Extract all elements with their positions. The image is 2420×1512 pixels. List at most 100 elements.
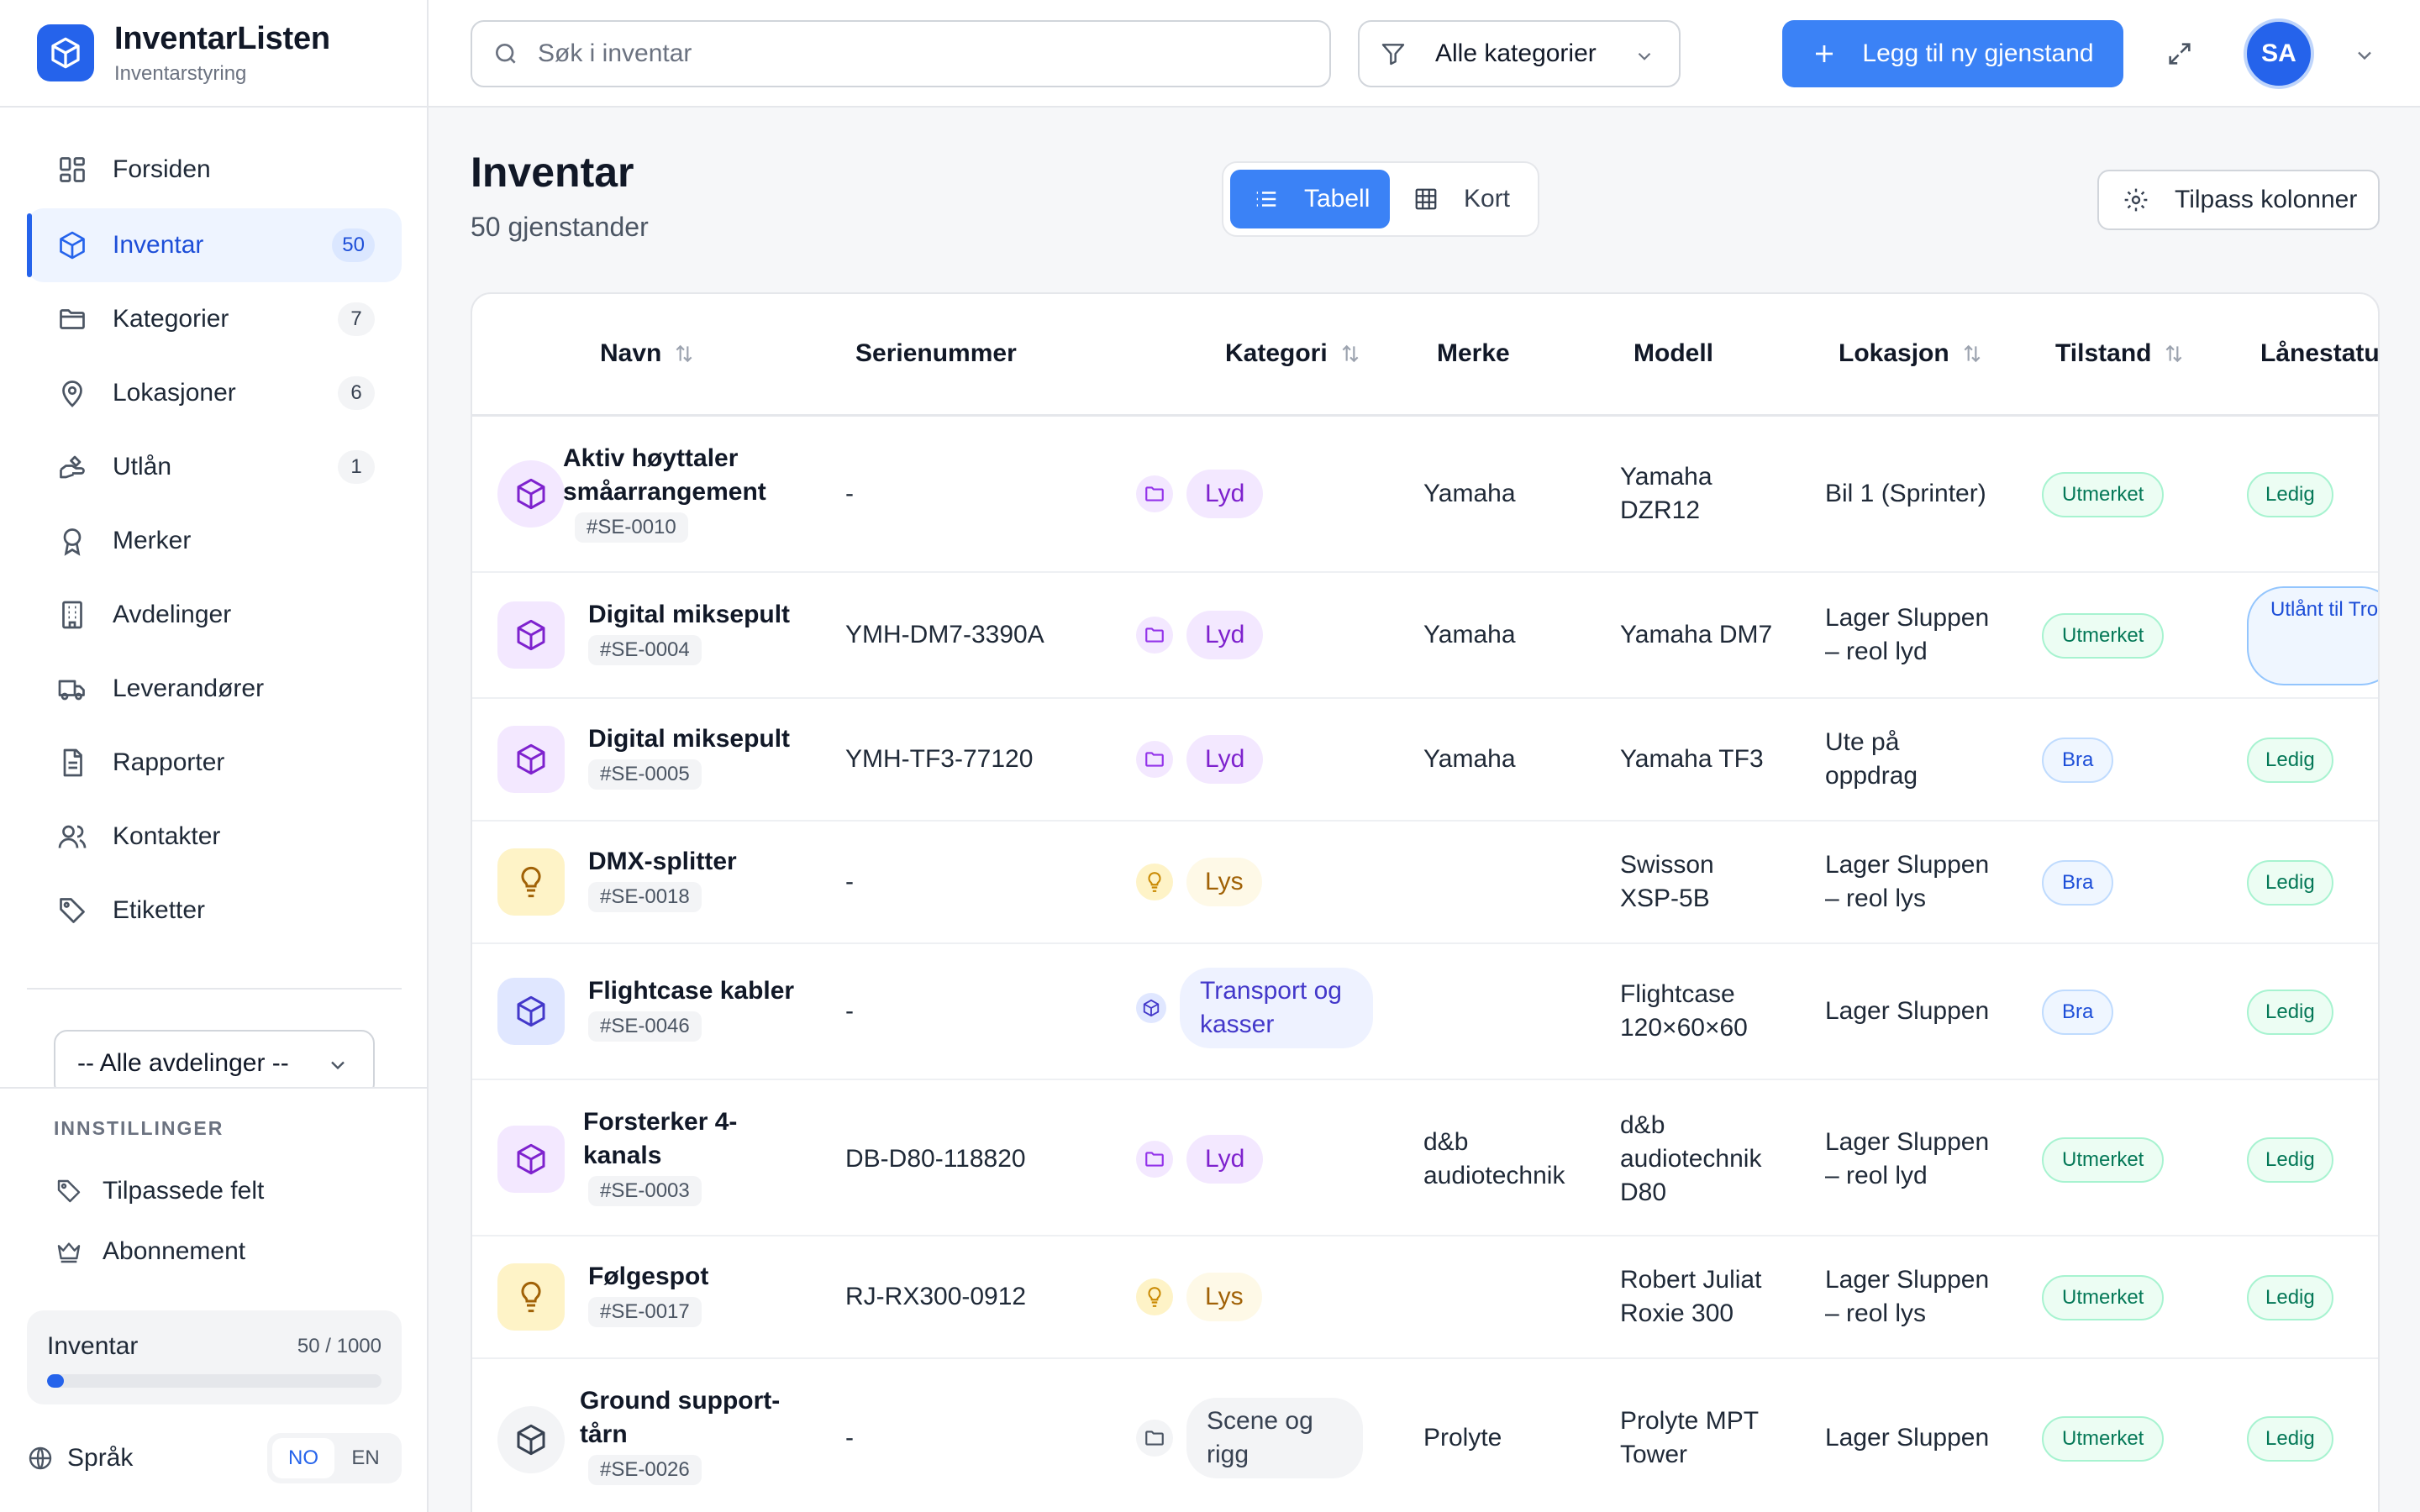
item-name[interactable]: Aktiv høyttaler småarrangement <box>563 444 766 506</box>
view-cards-label: Kort <box>1464 185 1511 213</box>
sku-badge: #SE-0005 <box>588 759 702 790</box>
hand-icon <box>55 450 89 484</box>
column-header-name[interactable]: Navn <box>600 339 695 368</box>
language-option-en[interactable]: EN <box>351 1446 380 1469</box>
item-name-cell: Forsterker 4-kanals #SE-0003 <box>583 1105 768 1206</box>
list-icon <box>1254 186 1279 212</box>
loan-status-badge: Ledig <box>2247 738 2333 783</box>
loan-status-badge: Utlånt til Trondheim Kulturhus <box>2247 586 2378 685</box>
category-badge: Scene og rigg <box>1186 1398 1363 1478</box>
category-filter-select[interactable]: Alle kategorier <box>1358 20 1681 87</box>
column-header-condition[interactable]: Tilstand <box>2055 339 2185 368</box>
nav-label: Inventar <box>113 231 204 259</box>
model-cell: Flightcase 120×60×60 <box>1620 980 1748 1042</box>
fullscreen-icon[interactable] <box>2163 37 2196 71</box>
table-row[interactable]: Aktiv høyttaler småarrangement #SE-0010 … <box>472 417 2378 573</box>
language-toggle[interactable]: NO EN <box>267 1433 402 1483</box>
box-icon <box>1136 993 1166 1023</box>
table-row[interactable]: Digital miksepult #SE-0005 YMH-TF3-77120… <box>472 699 2378 822</box>
item-name[interactable]: DMX-splitter <box>588 848 737 875</box>
category-badge: Lys <box>1186 858 1262 906</box>
customize-columns-button[interactable]: Tilpass kolonner <box>2097 170 2380 230</box>
add-item-button[interactable]: Legg til ny gjenstand <box>1782 20 2123 87</box>
usage-card: Inventar 50 / 1000 <box>27 1310 402 1404</box>
condition-badge: Utmerket <box>2042 1416 2165 1462</box>
settings-item-custom-fields[interactable]: Tilpassede felt <box>54 1166 264 1216</box>
nav-item-forsiden[interactable]: Forsiden <box>27 133 402 207</box>
sku-badge: #SE-0046 <box>588 1011 702 1042</box>
item-name[interactable]: Forsterker 4-kanals <box>583 1108 738 1169</box>
nav-item-utlan[interactable]: Utlån 1 <box>27 430 402 504</box>
box-logo-icon <box>37 24 94 81</box>
item-name[interactable]: Ground support-tårn <box>580 1387 781 1448</box>
chevron-down-icon[interactable] <box>2353 44 2376 67</box>
brand[interactable]: InventarListen Inventarstyring <box>0 0 427 108</box>
loan-status-badge: Ledig <box>2247 472 2333 517</box>
nav-item-rapporter[interactable]: Rapporter <box>27 726 402 800</box>
column-header-serial: Serienummer <box>855 339 1017 368</box>
item-name[interactable]: Digital miksepult <box>588 725 791 753</box>
crown-icon <box>54 1236 84 1267</box>
truck-icon <box>55 672 89 706</box>
sort-icon <box>1961 343 1983 365</box>
serial-cell: - <box>845 997 854 1025</box>
nav-item-avdelinger[interactable]: Avdelinger <box>27 578 402 652</box>
inventory-table: Navn Serienummer Kategori Merke Modell L… <box>471 292 2380 1512</box>
box-icon <box>55 228 89 262</box>
category-filter-value: Alle kategorier <box>1435 39 1597 67</box>
nav-item-inventar[interactable]: Inventar 50 <box>27 208 402 282</box>
location-cell: Lager Sluppen – reol lyd <box>1825 604 1990 665</box>
sku-badge: #SE-0026 <box>588 1455 702 1485</box>
table-row[interactable]: Digital miksepult #SE-0004 YMH-DM7-3390A… <box>472 573 2378 699</box>
add-item-label: Legg til ny gjenstand <box>1862 39 2094 67</box>
user-avatar[interactable]: SA <box>2244 18 2314 89</box>
map-pin-icon <box>55 376 89 410</box>
item-name[interactable]: Flightcase kabler <box>588 977 795 1005</box>
column-header-category[interactable]: Kategori <box>1225 339 1361 368</box>
search-input[interactable] <box>538 39 1294 68</box>
language-option-no[interactable]: NO <box>272 1438 334 1478</box>
table-row[interactable]: Flightcase kabler #SE-0046 - Transport o… <box>472 944 2378 1080</box>
nav-item-leverandorer[interactable]: Leverandører <box>27 652 402 726</box>
nav-item-lokasjoner[interactable]: Lokasjoner 6 <box>27 356 402 430</box>
sku-badge: #SE-0004 <box>588 635 702 665</box>
nav-item-merker[interactable]: Merker <box>27 504 402 578</box>
settings-label: Abonnement <box>103 1237 246 1265</box>
item-name[interactable]: Digital miksepult <box>588 601 791 628</box>
table-row[interactable]: DMX-splitter #SE-0018 - Lys Swisson XSP-… <box>472 822 2378 944</box>
view-table-button[interactable]: Tabell <box>1230 170 1390 228</box>
search-box[interactable] <box>471 20 1331 87</box>
column-header-loan-status: Lånestatus <box>2260 339 2378 368</box>
model-cell: d&b audiotechnik D80 <box>1620 1111 1762 1206</box>
column-label: Kategori <box>1225 339 1328 367</box>
model-cell: Prolyte MPT Tower <box>1620 1407 1759 1468</box>
table-row[interactable]: Følgespot #SE-0017 RJ-RX300-0912 Lys Rob… <box>472 1236 2378 1359</box>
brand-cell: Prolyte <box>1423 1424 1502 1452</box>
lightbulb-icon <box>497 848 565 916</box>
grid-icon <box>1413 186 1439 212</box>
location-cell: Lager Sluppen <box>1825 1424 1990 1452</box>
settings-item-subscription[interactable]: Abonnement <box>54 1226 245 1277</box>
nav-item-kategorier[interactable]: Kategorier 7 <box>27 282 402 356</box>
usage-label: Inventar <box>47 1332 139 1360</box>
table-row[interactable]: Forsterker 4-kanals #SE-0003 DB-D80-1188… <box>472 1080 2378 1236</box>
nav-item-kontakter[interactable]: Kontakter <box>27 800 402 874</box>
nav-label: Lokasjoner <box>113 379 236 407</box>
view-cards-button[interactable]: Kort <box>1390 170 1534 228</box>
category-badge: Lys <box>1186 1273 1262 1321</box>
table-row[interactable]: Ground support-tårn #SE-0026 - Scene og … <box>472 1359 2378 1512</box>
column-header-location[interactable]: Lokasjon <box>1839 339 1983 368</box>
dashboard-icon <box>55 153 89 186</box>
folder-icon <box>1136 741 1173 778</box>
brand-cell: d&b audiotechnik <box>1423 1128 1565 1189</box>
users-icon <box>55 820 89 853</box>
serial-cell: - <box>845 1424 854 1452</box>
department-select[interactable]: -- Alle avdelinger -- <box>54 1030 375 1097</box>
column-label: Tilstand <box>2055 339 2152 367</box>
sidebar: InventarListen Inventarstyring Forsiden … <box>0 0 429 1512</box>
nav-item-etiketter[interactable]: Etiketter <box>27 874 402 948</box>
box-icon <box>497 726 565 793</box>
item-name[interactable]: Følgespot <box>588 1263 709 1290</box>
serial-cell: YMH-TF3-77120 <box>845 745 1034 773</box>
nav-label: Rapporter <box>113 748 225 776</box>
